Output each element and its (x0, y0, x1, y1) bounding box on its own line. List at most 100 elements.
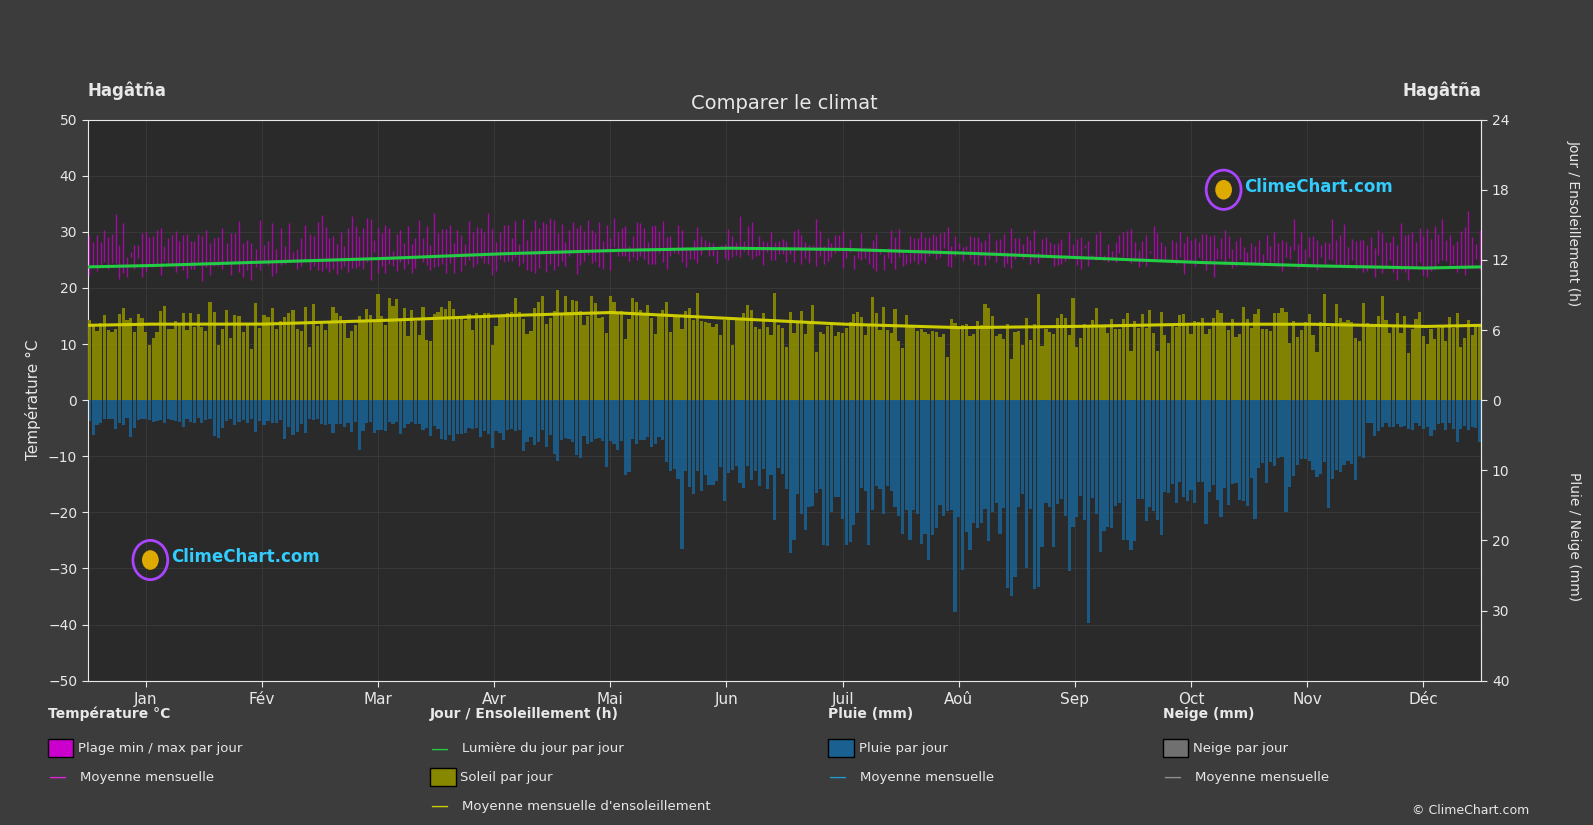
Bar (965, 324, 969, 400)
Bar (358, 316, 362, 400)
Bar (444, 400, 448, 441)
Bar (479, 400, 483, 436)
Bar (126, 400, 129, 418)
Bar (661, 310, 664, 400)
Bar (115, 400, 118, 429)
Bar (159, 310, 162, 400)
Bar (170, 400, 174, 420)
Bar (515, 298, 518, 400)
Bar (1292, 400, 1295, 476)
Bar (395, 299, 398, 400)
Bar (225, 400, 228, 421)
Bar (883, 400, 886, 514)
Bar (1118, 329, 1121, 400)
Bar (534, 400, 537, 446)
Bar (1072, 400, 1075, 527)
Bar (1032, 400, 1035, 589)
Bar (491, 345, 494, 400)
Bar (1365, 400, 1368, 423)
Bar (1459, 347, 1462, 400)
Bar (1091, 400, 1094, 497)
Bar (572, 400, 575, 442)
Bar (409, 310, 413, 400)
Bar (92, 400, 96, 435)
Bar (287, 314, 290, 400)
Bar (494, 400, 497, 431)
Bar (1149, 400, 1152, 507)
Bar (1018, 400, 1021, 507)
Bar (1021, 400, 1024, 494)
Bar (1190, 400, 1193, 490)
Bar (961, 325, 964, 400)
Bar (271, 400, 274, 423)
Bar (1029, 400, 1032, 509)
Bar (746, 400, 749, 466)
Bar (961, 400, 964, 570)
Bar (370, 315, 373, 400)
Bar (167, 400, 170, 419)
Bar (863, 335, 867, 400)
Bar (994, 337, 997, 400)
Bar (1220, 400, 1223, 517)
Bar (1168, 343, 1171, 400)
Bar (548, 400, 551, 435)
Bar (323, 330, 327, 400)
Bar (819, 400, 822, 488)
Bar (594, 303, 597, 400)
Bar (542, 400, 545, 430)
Bar (304, 400, 307, 433)
Bar (1083, 400, 1086, 521)
Bar (672, 317, 675, 400)
Bar (384, 400, 387, 431)
Bar (1292, 321, 1295, 400)
Bar (1045, 400, 1048, 503)
Bar (221, 329, 225, 400)
Bar (628, 400, 631, 472)
Bar (1223, 323, 1227, 400)
Bar (479, 318, 483, 400)
Bar (1040, 346, 1043, 400)
Bar (467, 314, 470, 400)
Bar (723, 400, 726, 501)
Bar (620, 400, 623, 441)
Bar (867, 325, 870, 400)
Bar (746, 305, 749, 400)
Bar (1335, 304, 1338, 400)
Bar (718, 335, 722, 400)
Bar (174, 400, 177, 421)
Bar (317, 326, 320, 400)
Bar (143, 332, 147, 400)
Bar (1418, 312, 1421, 400)
Bar (296, 400, 299, 431)
Bar (1121, 400, 1125, 540)
Bar (448, 400, 451, 435)
Bar (1243, 307, 1246, 400)
Bar (946, 356, 949, 400)
Bar (890, 333, 894, 400)
Bar (1137, 400, 1141, 499)
Bar (919, 329, 922, 400)
Bar (346, 338, 349, 400)
Bar (1114, 329, 1117, 400)
Bar (753, 327, 757, 400)
Bar (104, 400, 107, 419)
Bar (803, 400, 806, 530)
Bar (331, 307, 335, 400)
Bar (578, 400, 581, 458)
Bar (392, 306, 395, 400)
Bar (365, 400, 368, 423)
Bar (685, 310, 688, 400)
Bar (1462, 400, 1466, 426)
Bar (304, 307, 307, 400)
Bar (1273, 400, 1276, 466)
Bar (1346, 320, 1349, 400)
Bar (137, 400, 140, 420)
Bar (433, 400, 436, 426)
Bar (1212, 318, 1215, 400)
Bar (1215, 400, 1219, 500)
Bar (691, 320, 695, 400)
Bar (1075, 400, 1078, 517)
Bar (464, 400, 467, 433)
Bar (575, 301, 578, 400)
Bar (852, 400, 855, 526)
